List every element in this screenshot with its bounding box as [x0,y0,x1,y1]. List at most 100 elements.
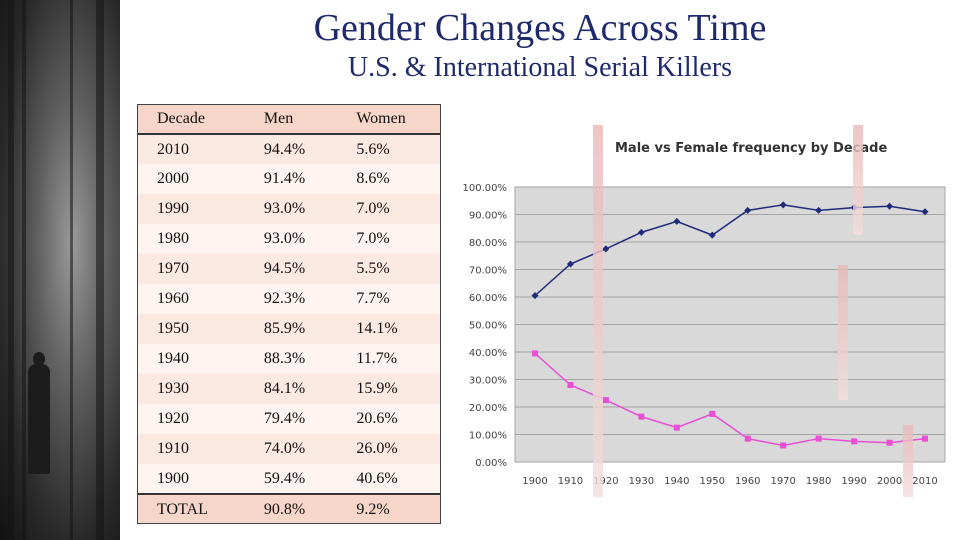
data-point-male [602,245,610,253]
decorative-streak [838,265,848,400]
x-tick-label: 1910 [558,476,583,487]
total-label: TOTAL [137,493,244,524]
chart-title: Male vs Female frequency by Decade [615,141,887,156]
data-point-male [815,206,823,214]
data-point-male [744,206,752,214]
data-point-male [886,202,894,210]
data-point-male [637,228,645,236]
chart-svg: Male vs Female frequency by Decade 0.00%… [463,141,946,487]
data-point-male [708,231,716,239]
data-point-female [638,413,645,420]
cell-women: 7.0% [356,230,390,247]
data-point-female [532,350,538,357]
cell-women: 20.6% [356,410,398,427]
table-row: 1950 85.9% 14.1% [137,314,441,344]
cell-men: 94.4% [263,140,306,158]
cell-women: 11.7% [356,350,398,367]
data-point-female [744,435,751,442]
y-tick-label: 70.00% [469,266,507,277]
cell-women: 40.6% [356,469,398,487]
y-tick-label: 80.00% [469,238,507,249]
decorative-streak [853,125,863,235]
cell-decade: 1990 [157,200,189,217]
data-point-male [779,201,787,209]
y-tick-label: 100.00% [463,183,508,194]
x-tick-label: 1950 [700,476,725,487]
y-tick-label: 90.00% [469,211,507,222]
cell-decade: 1930 [157,380,189,397]
total-men: 90.8% [243,493,337,524]
table-row: 2010 94.4% 5.6% [137,134,441,164]
table-row: 2000 91.4% 8.6% [137,164,441,194]
y-tick-label: 50.00% [469,321,507,332]
cell-men: 85.9% [263,320,306,337]
x-tick-label: 1900 [522,476,547,487]
cell-decade: 1900 [157,469,189,487]
data-point-male [566,260,574,268]
cell-men: 93.0% [263,200,306,217]
x-tick-label: 1970 [770,476,795,487]
cell-women: 7.7% [356,290,390,307]
header-men: Men [243,104,337,135]
cell-women: 5.6% [356,140,390,158]
table-row: 1990 93.0% 7.0% [137,194,441,224]
cell-decade: 1950 [157,320,189,337]
cell-decade: 2000 [157,170,189,187]
table-row: 1920 79.4% 20.6% [137,404,441,434]
cell-decade: 2010 [157,140,189,158]
y-tick-label: 40.00% [469,348,507,359]
cell-men: 91.4% [263,170,306,187]
header-women: Women [336,104,441,135]
frequency-chart: Male vs Female frequency by Decade 0.00%… [455,125,960,500]
page-subtitle: U.S. & International Serial Killers [347,52,733,83]
y-tick-label: 20.00% [469,403,507,414]
cell-men: 88.3% [263,350,306,367]
y-tick-label: 10.00% [469,431,507,442]
table-header-row: Decade Men Women [137,104,441,135]
cell-men: 93.0% [263,230,306,247]
cell-men: 84.1% [263,380,306,397]
data-point-female [922,435,928,442]
cell-men: 92.3% [263,290,306,307]
cell-women: 5.5% [356,260,390,277]
cell-decade: 1980 [157,230,189,247]
cell-men: 74.0% [263,440,306,457]
table-row: 1980 93.0% 7.0% [137,224,441,254]
x-tick-label: 1920 [593,476,618,487]
header-decade: Decade [137,104,244,135]
decorative-streak [903,425,913,497]
cell-decade: 1910 [157,440,189,457]
cell-men: 79.4% [263,410,306,427]
table-row: 1940 88.3% 11.7% [137,344,441,374]
data-point-male [531,292,539,300]
table-row: 1970 94.5% 5.5% [137,254,441,284]
data-point-male [673,217,681,225]
x-tick-label: 1980 [806,476,831,487]
x-tick-label: 1990 [841,476,866,487]
data-point-female [851,438,858,445]
x-tick-label: 1930 [629,476,654,487]
decorative-streak [593,125,603,497]
x-tick-label: 1960 [735,476,760,487]
gender-table: Decade Men Women 2010 94.4% 5.6% 2000 91.4%… [137,104,441,524]
data-point-female [567,382,574,388]
x-tick-label: 1940 [664,476,689,487]
decorative-forest-image [0,0,120,540]
x-tick-label: 2000 [877,476,902,487]
x-tick-label: 2010 [912,476,937,487]
data-point-female [886,439,893,446]
cell-men: 59.4% [263,469,306,487]
y-tick-label: 30.00% [469,376,507,387]
table-row: 1930 84.1% 15.9% [137,374,441,404]
cell-women: 15.9% [356,380,398,397]
table-total-row: TOTAL 90.8% 9.2% [137,493,441,524]
cell-women: 7.0% [356,200,390,217]
cell-women: 26.0% [356,440,398,457]
data-point-male [921,208,929,216]
data-point-female [602,397,609,404]
table-row: 1910 74.0% 26.0% [137,434,441,464]
cell-women: 8.6% [356,170,390,187]
data-point-female [815,435,822,442]
table-row: 1900 59.4% 40.6% [137,464,441,494]
cell-decade: 1960 [157,290,189,307]
